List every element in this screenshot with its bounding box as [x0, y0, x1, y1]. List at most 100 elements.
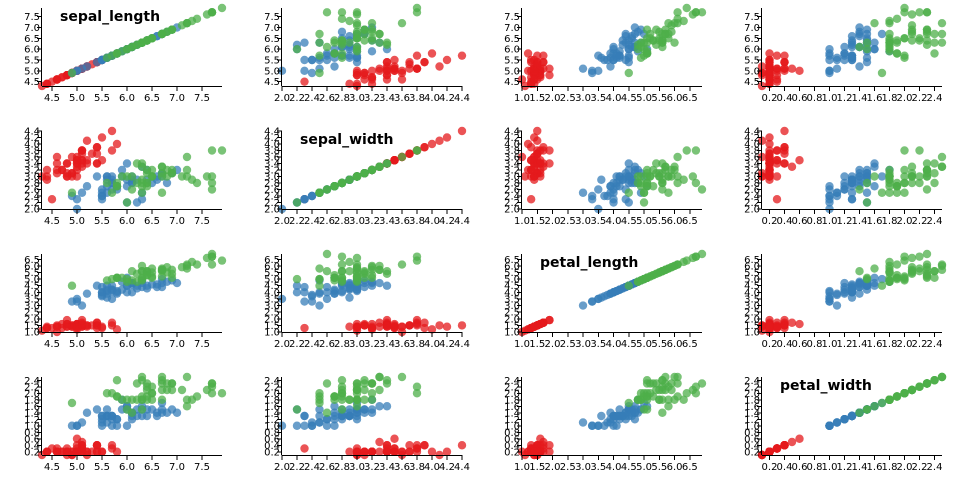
x-tick-label: 6.5	[682, 93, 698, 104]
data-point	[345, 51, 354, 60]
data-point	[697, 8, 707, 17]
data-point	[315, 68, 324, 78]
data-point	[642, 182, 652, 191]
data-point	[855, 62, 864, 71]
y-tick-label: 2.6	[264, 185, 280, 196]
y-tick-label: 2.5	[504, 308, 520, 319]
data-point	[840, 415, 849, 424]
data-point	[77, 418, 87, 427]
data-point	[825, 66, 834, 76]
data-point	[652, 40, 661, 50]
data-point	[352, 322, 362, 331]
data-point	[673, 372, 682, 382]
data-point	[352, 273, 362, 282]
data-point	[345, 411, 354, 421]
y-tick-label: 6.5	[24, 34, 40, 45]
data-point	[420, 441, 429, 450]
y-tick-label: 1.0	[24, 421, 40, 432]
data-point	[345, 322, 354, 331]
x-tick-label: 3.2	[364, 462, 380, 473]
y-axis: 1.01.52.02.53.03.54.04.55.05.56.06.5	[744, 254, 762, 339]
data-point	[907, 162, 917, 171]
data-point	[545, 146, 554, 155]
y-tick-label: 3.6	[24, 153, 40, 164]
data-point	[102, 53, 112, 63]
x-tick-label: 4.4	[454, 462, 470, 473]
data-point	[147, 34, 157, 43]
x-tick-label: 5.5	[651, 216, 667, 227]
y-tick-label: 6.5	[504, 34, 520, 45]
x-tick-label: 5.0	[69, 462, 85, 473]
data-point	[167, 385, 177, 395]
x-tick-label: 2.0	[897, 339, 913, 350]
y-tick-label: 2.6	[744, 185, 760, 196]
data-point	[691, 146, 701, 155]
y-tick-label: 1.0	[264, 328, 280, 339]
data-point	[539, 51, 548, 60]
y-tick-label: 4.0	[504, 288, 520, 299]
data-point	[855, 172, 864, 181]
y-tick-label: 4.2	[504, 133, 520, 144]
data-point	[367, 66, 377, 76]
data-point	[765, 75, 774, 84]
data-point	[578, 188, 588, 197]
data-point	[832, 418, 842, 427]
data-point	[397, 68, 407, 78]
y-tick-label: 2.0	[264, 205, 280, 216]
data-point	[594, 66, 603, 76]
data-point	[345, 395, 354, 404]
data-point	[72, 195, 82, 204]
x-tick-label: 3.0	[575, 462, 591, 473]
data-point	[609, 42, 618, 52]
x-axis: 2.0 2.2 2.4 2.6 2.8 3.0 3.2 3.4 3.6 3.8 4.0 4.2 4.4	[274, 86, 470, 104]
x-tick-label: 2.0	[274, 339, 290, 350]
data-point	[855, 408, 864, 417]
data-point	[780, 64, 789, 73]
y-tick-label: 7.5	[24, 12, 40, 23]
data-point	[922, 263, 932, 272]
data-point	[915, 178, 924, 188]
data-point	[673, 392, 682, 401]
data-point	[892, 38, 902, 47]
panel-petal_length-vs-petal_width: 0.2 0.4 0.6 0.8 1.0 1.2 1.4 1.6 1.8 2.0 2.2 2.41.01…	[744, 249, 947, 350]
data-point	[307, 292, 317, 301]
y-tick-label: 6.0	[504, 261, 520, 272]
data-point	[840, 51, 849, 60]
panel-sepal_width-vs-sepal_width: 2.0 2.2 2.4 2.6 2.8 3.0 3.2 3.4 3.6 3.8 4.0 4.2 4.42…	[264, 127, 470, 228]
x-tick-label: 1.5	[529, 93, 545, 104]
data-point	[661, 372, 670, 382]
data-point	[772, 172, 782, 181]
data-point	[375, 66, 384, 76]
y-tick-label: 4.0	[24, 140, 40, 151]
data-point	[673, 172, 682, 181]
panel-sepal_length-vs-petal_length: 1.0 1.5 2.0 2.5 3.0 3.5 4.0 4.5 5.0 5.5 6.0 6.54.55…	[504, 3, 707, 104]
data-point	[907, 10, 917, 19]
data-point	[765, 162, 774, 171]
y-tick-label: 5.0	[264, 66, 280, 77]
data-point	[885, 36, 894, 45]
data-point	[624, 68, 633, 78]
y-tick-label: 3.0	[264, 172, 280, 183]
points	[517, 126, 707, 214]
data-point	[530, 172, 539, 181]
variable-title: sepal_width	[300, 132, 394, 148]
y-tick-label: 2.2	[744, 198, 760, 209]
data-point	[345, 293, 354, 302]
data-point	[360, 169, 369, 178]
data-point	[930, 159, 939, 168]
x-tick-label: 3.5	[590, 93, 606, 104]
data-point	[600, 191, 609, 201]
x-tick-label: 1.8	[882, 216, 898, 227]
data-point	[900, 3, 909, 13]
y-tick-label: 0.6	[264, 434, 280, 445]
data-point	[330, 421, 339, 430]
points	[277, 3, 467, 91]
data-point	[922, 40, 932, 50]
data-point	[352, 260, 362, 269]
data-point	[337, 252, 347, 261]
data-point	[92, 172, 102, 181]
x-tick-label: 1.0	[822, 462, 838, 473]
data-point	[627, 172, 637, 181]
data-point	[390, 55, 399, 65]
data-point	[922, 185, 932, 194]
